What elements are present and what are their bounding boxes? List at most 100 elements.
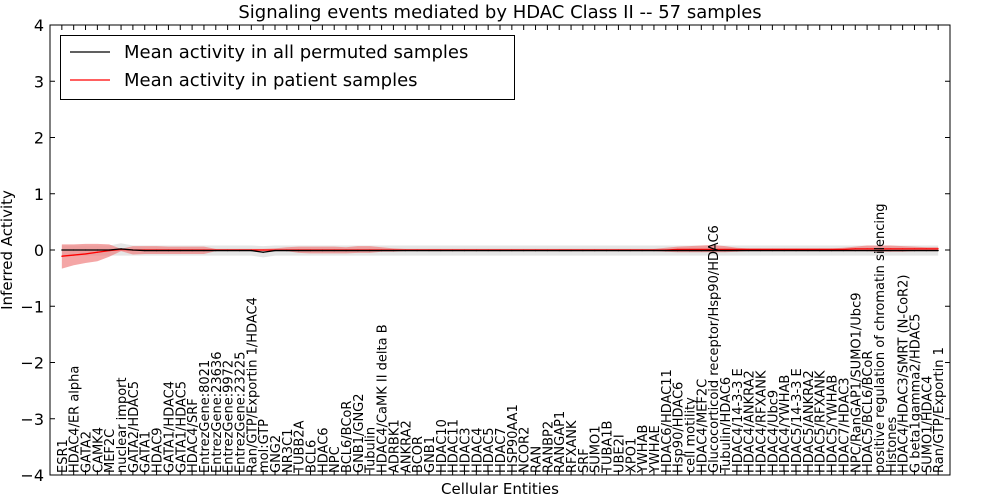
x-tick-label: GATA1/HDAC4 bbox=[162, 381, 177, 473]
x-tick-label: UBE2I bbox=[612, 434, 627, 473]
point-series-0 bbox=[369, 249, 371, 252]
point-series-1 bbox=[819, 248, 821, 251]
point-series-0 bbox=[688, 249, 691, 252]
point-series-0 bbox=[132, 249, 134, 251]
y-tick-label: 3 bbox=[34, 72, 44, 91]
x-tick-label: BCL6 bbox=[305, 440, 320, 473]
x-tick-label: GNG2 bbox=[269, 435, 284, 473]
point-series-0 bbox=[298, 249, 300, 252]
point-series-0 bbox=[203, 249, 205, 252]
x-tick-label: G beta1gamma2/HDAC5 bbox=[908, 313, 923, 473]
y-tick-label: −1 bbox=[20, 297, 44, 316]
point-series-0 bbox=[759, 249, 762, 252]
point-series-1 bbox=[854, 248, 856, 250]
x-tick-label: HDAC4/YWHAB bbox=[778, 375, 793, 473]
x-tick-label: GATA2 bbox=[80, 431, 95, 473]
point-series-0 bbox=[108, 249, 110, 251]
plot-frame bbox=[49, 24, 951, 476]
point-series-0 bbox=[842, 249, 845, 252]
point-series-0 bbox=[617, 249, 620, 252]
point-series-0 bbox=[345, 249, 347, 252]
x-tick-label: HDAC5/BCL6/BCoR bbox=[861, 351, 876, 473]
point-series-0 bbox=[475, 249, 477, 252]
y-tick-label: 0 bbox=[34, 241, 44, 260]
x-tick-label: EntrezGene:23225 bbox=[233, 352, 248, 473]
point-series-1 bbox=[925, 248, 927, 250]
x-tick-label: BCOR bbox=[411, 436, 426, 473]
point-series-0 bbox=[677, 249, 679, 252]
point-series-0 bbox=[452, 249, 454, 252]
x-tick-label: TUBA1B bbox=[601, 421, 616, 474]
point-series-1 bbox=[830, 248, 833, 251]
x-tick-label: HSP90AA1 bbox=[506, 404, 521, 473]
y-tick-label: 4 bbox=[34, 16, 44, 35]
x-tick-label: TUBB2A bbox=[293, 420, 308, 474]
point-series-0 bbox=[392, 249, 395, 252]
x-tick-label: HDAC9 bbox=[151, 427, 166, 473]
x-tick-label: SRF bbox=[577, 448, 592, 473]
legend-label-permuted: Mean activity in all permuted samples bbox=[124, 42, 468, 63]
point-series-0 bbox=[440, 249, 442, 252]
point-series-0 bbox=[629, 249, 631, 252]
point-series-0 bbox=[582, 249, 584, 252]
x-tick-label: ESR1 bbox=[56, 439, 71, 473]
x-tick-label: Tubulin/HDAC6 bbox=[719, 377, 734, 474]
x-tick-label: NR3C1 bbox=[281, 429, 296, 473]
point-series-0 bbox=[227, 249, 229, 252]
point-series-0 bbox=[641, 249, 643, 252]
point-series-0 bbox=[215, 249, 217, 252]
x-tick-label: EntrezGene:9972 bbox=[222, 360, 237, 473]
x-tick-label: HDAC4/14-3-3 E bbox=[731, 368, 746, 473]
point-series-0 bbox=[819, 249, 821, 252]
point-series-0 bbox=[84, 249, 87, 251]
point-series-1 bbox=[748, 248, 750, 251]
x-tick-label: HDAC11 bbox=[447, 419, 462, 473]
point-series-0 bbox=[61, 249, 63, 251]
chart-title: Signaling events mediated by HDAC Class … bbox=[238, 2, 761, 23]
point-series-0 bbox=[534, 249, 537, 252]
point-series-1 bbox=[878, 248, 880, 250]
point-series-0 bbox=[937, 249, 939, 252]
point-series-0 bbox=[748, 249, 750, 252]
y-tick-label: −2 bbox=[20, 354, 44, 373]
x-tick-label: HDAC4 bbox=[470, 427, 485, 473]
x-tick-label: nuclear import bbox=[115, 377, 130, 473]
point-series-1 bbox=[866, 248, 868, 250]
x-tick-label: EntrezGene:23636 bbox=[210, 352, 225, 473]
point-series-0 bbox=[712, 249, 714, 252]
point-series-0 bbox=[783, 249, 785, 252]
x-tick-label: Ran/GTP/Exportin 1 bbox=[932, 347, 947, 473]
point-series-1 bbox=[736, 248, 738, 251]
x-tick-label: HDAC5/ANKRA2 bbox=[802, 370, 817, 473]
point-series-0 bbox=[854, 249, 856, 252]
x-tick-label: HDAC10 bbox=[435, 419, 450, 473]
point-series-0 bbox=[487, 249, 489, 252]
point-series-0 bbox=[463, 249, 466, 252]
x-tick-label: GATA2/HDAC5 bbox=[127, 381, 142, 473]
point-series-0 bbox=[558, 249, 560, 252]
point-series-1 bbox=[913, 248, 916, 250]
x-tick-label: cell motility bbox=[683, 397, 698, 473]
point-series-0 bbox=[120, 248, 122, 250]
point-series-0 bbox=[404, 249, 406, 252]
legend: Mean activity in all permuted samples Me… bbox=[60, 35, 515, 100]
point-series-0 bbox=[736, 249, 738, 252]
x-tick-label: HDAC4/ANKRA2 bbox=[743, 370, 758, 473]
point-series-0 bbox=[321, 249, 323, 252]
x-tick-label: GATA1 bbox=[139, 431, 154, 473]
x-tick-label: NPC bbox=[328, 446, 343, 473]
point-series-0 bbox=[262, 251, 264, 253]
x-tick-label: NCOR2 bbox=[518, 427, 533, 473]
y-tick-label: 2 bbox=[34, 129, 44, 148]
x-tick-label: HDAC4/CaMK II delta B bbox=[376, 324, 391, 473]
point-series-0 bbox=[724, 249, 726, 252]
x-tick-label: HDAC5/YWHAB bbox=[826, 375, 841, 473]
x-tick-label: ANKRA2 bbox=[399, 420, 414, 473]
point-series-0 bbox=[286, 249, 288, 252]
point-series-0 bbox=[179, 249, 181, 252]
point-series-0 bbox=[416, 249, 418, 252]
point-series-1 bbox=[700, 248, 702, 251]
point-series-0 bbox=[866, 249, 868, 252]
x-tick-label: HDAC5/14-3-3 E bbox=[790, 368, 805, 473]
